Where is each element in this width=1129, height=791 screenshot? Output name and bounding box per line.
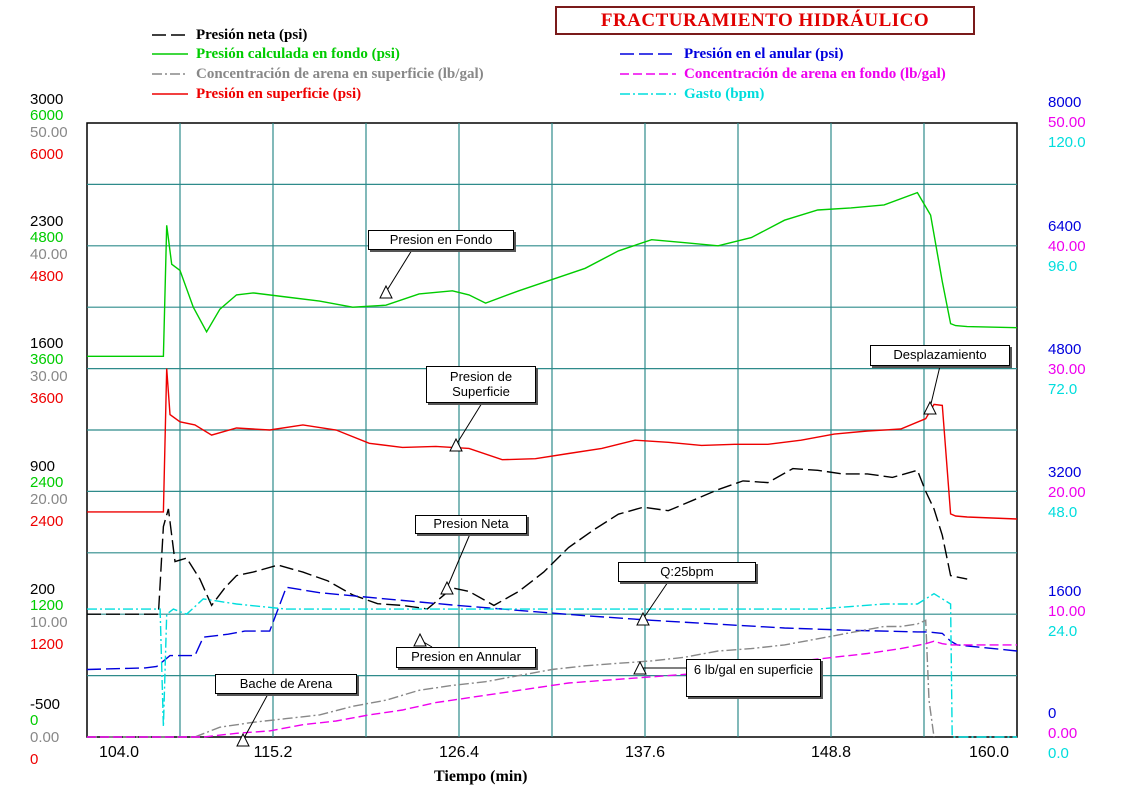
series-line-4 <box>87 592 1017 738</box>
series-line-6 <box>87 640 1017 738</box>
series-line-3 <box>86 586 1018 671</box>
annotation-anular: Presion en Annular <box>396 647 536 668</box>
annotation-desplazamiento: Desplazamiento <box>870 345 1010 366</box>
left-tick-superficie: 0 <box>30 751 39 768</box>
left-tick-fondo: 2400 <box>30 474 64 491</box>
right-tick-anular: 3200 <box>1048 464 1082 481</box>
annotation-fondo: Presion en Fondo <box>368 230 514 250</box>
annotation-marker-0 <box>379 284 393 299</box>
left-tick-arena_sup: 30.00 <box>30 368 68 385</box>
left-tick-superficie: 1200 <box>30 636 64 653</box>
annotation-marker-2 <box>440 580 454 595</box>
annotation-pointer-7 <box>929 365 941 409</box>
series-line-0 <box>87 191 1018 357</box>
left-tick-superficie: 6000 <box>30 146 64 163</box>
right-tick-arena_fondo: 20.00 <box>1048 484 1086 501</box>
right-tick-anular: 6400 <box>1048 218 1082 235</box>
x-tick-label: 126.4 <box>438 744 480 761</box>
right-tick-arena_fondo: 30.00 <box>1048 361 1086 378</box>
annotation-pointer-2 <box>446 533 471 589</box>
right-tick-anular: 8000 <box>1048 94 1082 111</box>
right-tick-gasto: 96.0 <box>1048 258 1078 275</box>
x-tick-label: 137.6 <box>624 744 666 761</box>
left-tick-arena_sup: 0.00 <box>30 729 60 746</box>
left-tick-fondo: 1200 <box>30 597 64 614</box>
legend-item-3: Presión en superficie (psi) <box>196 86 362 102</box>
right-tick-arena_fondo: 10.00 <box>1048 603 1086 620</box>
annotation-pointer-5 <box>242 693 269 741</box>
legend-item-5: Concentración de arena en fondo (lb/gal) <box>684 66 946 82</box>
series-line-2 <box>87 467 968 615</box>
left-tick-arena_sup: 20.00 <box>30 491 68 508</box>
series-line-5 <box>87 619 935 738</box>
annotation-gasto: Q:25bpm <box>618 562 756 582</box>
left-tick-superficie: 4800 <box>30 268 64 285</box>
legend-item-4: Presión en el anular (psi) <box>684 46 844 62</box>
left-tick-superficie: 2400 <box>30 513 64 530</box>
left-tick-neta: 3000 <box>30 91 64 108</box>
annotation-pointer-0 <box>385 249 413 293</box>
right-tick-gasto: 0.0 <box>1048 745 1069 762</box>
left-tick-arena_sup: 40.00 <box>30 246 68 263</box>
left-tick-fondo: 3600 <box>30 351 64 368</box>
x-tick-label: 148.8 <box>810 744 852 761</box>
left-tick-neta: -500 <box>30 696 61 713</box>
right-tick-anular: 1600 <box>1048 583 1082 600</box>
annotation-marker-1 <box>449 437 463 452</box>
right-tick-arena_fondo: 0.00 <box>1048 725 1078 742</box>
left-tick-arena_sup: 10.00 <box>30 614 68 631</box>
annotation-arena6: 6 lb/gal en superficie <box>686 659 821 697</box>
chart-title: FRACTURAMIENTO HIDRÁULICO <box>555 6 975 35</box>
left-tick-neta: 900 <box>30 458 56 475</box>
legend-item-2: Concentración de arena en superficie (lb… <box>196 66 484 82</box>
annotation-marker-5 <box>236 732 250 747</box>
x-tick-label: 160.0 <box>968 744 1010 761</box>
right-tick-gasto: 24.0 <box>1048 623 1078 640</box>
legend-item-0: Presión neta (psi) <box>196 27 308 43</box>
right-tick-arena_fondo: 40.00 <box>1048 238 1086 255</box>
annotation-pointer-1 <box>455 402 483 446</box>
annotation-neta: Presion Neta <box>415 515 527 534</box>
left-tick-fondo: 6000 <box>30 107 64 124</box>
left-tick-fondo: 0 <box>30 712 39 729</box>
right-tick-gasto: 120.0 <box>1048 134 1086 151</box>
left-tick-neta: 1600 <box>30 335 64 352</box>
left-tick-arena_sup: 50.00 <box>30 124 68 141</box>
legend-item-1: Presión calculada en fondo (psi) <box>196 46 400 62</box>
annotation-pointers <box>236 249 941 747</box>
left-tick-fondo: 4800 <box>30 229 64 246</box>
x-tick-label: 115.2 <box>253 744 293 761</box>
annotation-marker-7 <box>923 400 937 415</box>
right-tick-anular: 4800 <box>1048 341 1082 358</box>
annotation-pointer-3 <box>642 581 669 620</box>
x-tick-label: 104.0 <box>98 744 140 761</box>
right-tick-gasto: 72.0 <box>1048 381 1078 398</box>
left-tick-superficie: 3600 <box>30 390 64 407</box>
annotation-marker-4 <box>413 632 427 647</box>
x-axis-label: Tiempo (min) <box>434 768 528 785</box>
right-tick-gasto: 48.0 <box>1048 504 1078 521</box>
annotation-marker-3 <box>636 611 650 626</box>
right-tick-anular: 0 <box>1048 705 1057 722</box>
left-tick-neta: 2300 <box>30 213 64 230</box>
annotation-marker-6 <box>633 660 647 675</box>
right-tick-arena_fondo: 50.00 <box>1048 114 1086 131</box>
left-tick-neta: 200 <box>30 581 56 598</box>
annotation-bache: Bache de Arena <box>215 674 357 694</box>
annotation-superficie: Presion de Superficie <box>426 366 536 403</box>
legend-item-6: Gasto (bpm) <box>684 86 765 102</box>
